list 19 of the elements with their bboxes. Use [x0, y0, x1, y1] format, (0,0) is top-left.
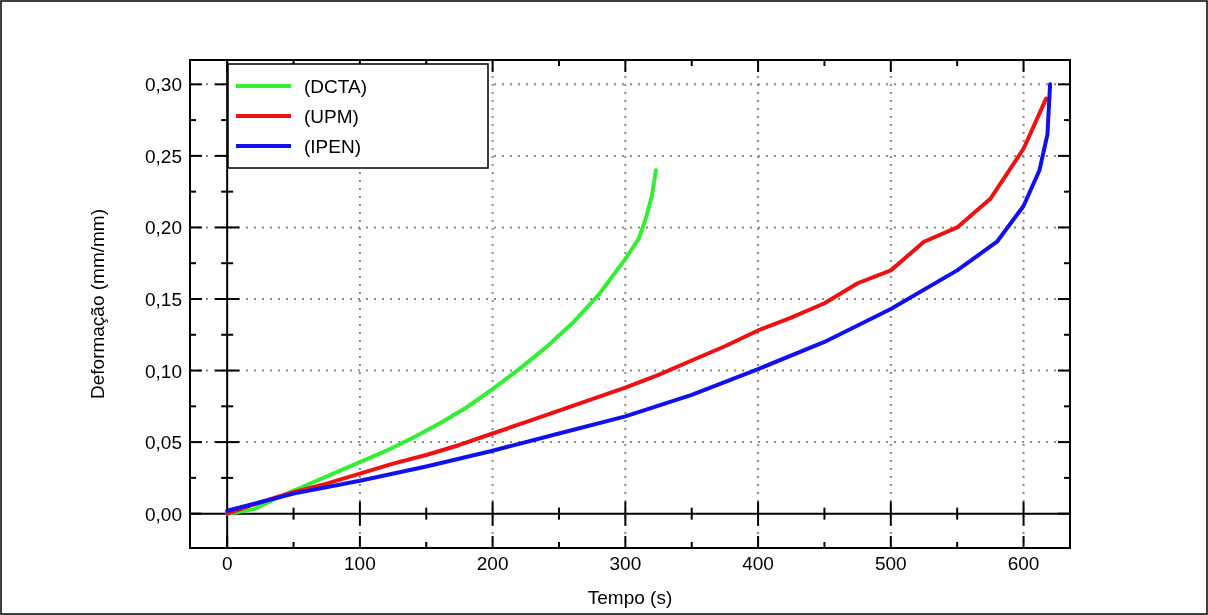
y-tick-label: 0,05: [145, 432, 182, 454]
x-tick-label: 300: [609, 553, 642, 574]
x-tick-label: 600: [1007, 553, 1040, 574]
x-axis-title: Tempo (s): [587, 587, 673, 608]
x-tick-label: 100: [344, 553, 376, 574]
y-tick-label: 0,30: [145, 74, 182, 96]
y-tick-label: 0,15: [145, 288, 182, 310]
y-tick-label: 0,20: [145, 217, 182, 239]
legend-label: (UPM): [304, 106, 359, 127]
y-tick-label: 0,00: [145, 503, 182, 525]
legend-label: (DCTA): [304, 76, 367, 97]
x-tick-label: 400: [742, 553, 774, 574]
x-tick-label: 200: [476, 553, 509, 574]
x-tick-label: 500: [874, 553, 907, 574]
legend-label: (IPEN): [304, 136, 361, 157]
x-tick-label: 0: [221, 553, 233, 574]
y-tick-label: 0,25: [145, 145, 182, 167]
y-axis-title: Deformação (mm/mm): [87, 208, 108, 400]
y-tick-label: 0,10: [145, 360, 182, 382]
